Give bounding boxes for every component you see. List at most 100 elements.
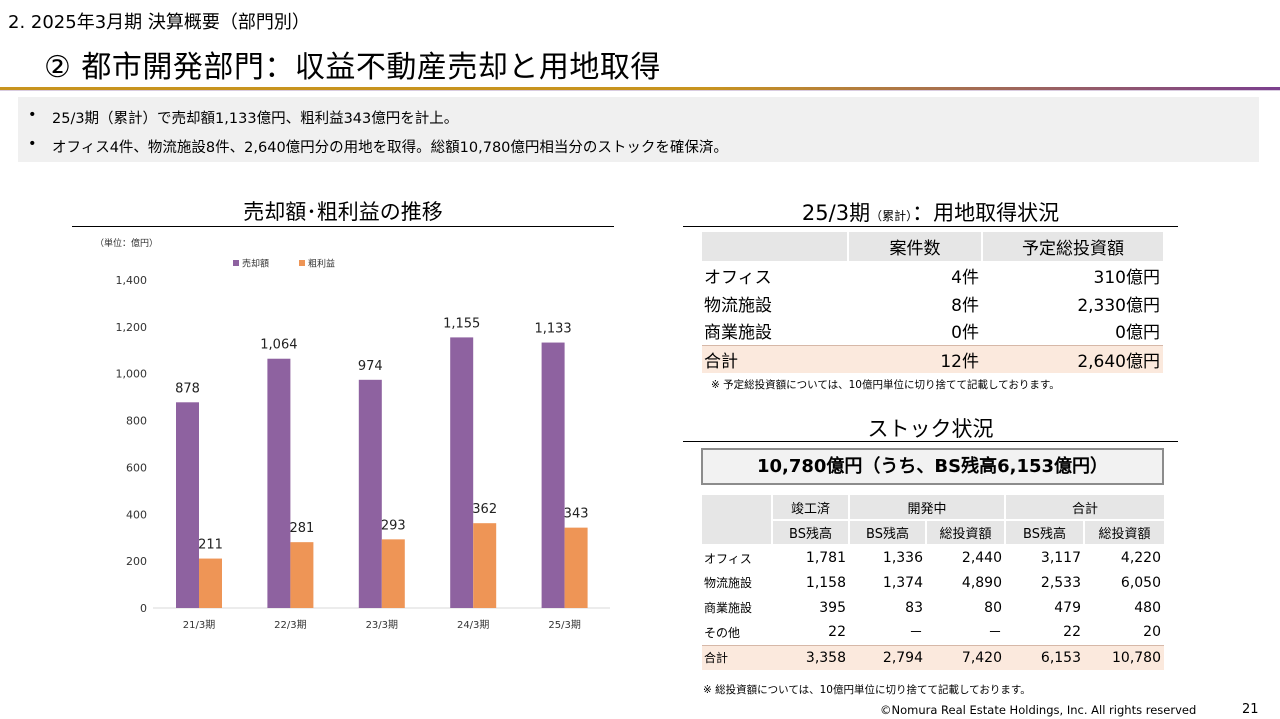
summary-bullet: • オフィス4件、物流施設8件、2,640億円分の用地を取得。総額10,780億… bbox=[28, 136, 728, 157]
table-row: その他 22 － － 22 20 bbox=[702, 620, 1164, 645]
cell: 22 bbox=[1063, 624, 1081, 641]
cell: 83 bbox=[905, 599, 923, 616]
cell: 4,220 bbox=[1120, 550, 1161, 566]
y-tick-label: 1,000 bbox=[116, 368, 148, 381]
cell: 22 bbox=[828, 624, 846, 641]
acquisition-header-count: 案件数 bbox=[847, 232, 982, 261]
acquisition-header-blank bbox=[702, 232, 848, 261]
row-investment: 0億円 bbox=[1115, 323, 1160, 344]
table-row: オフィス 1,781 1,336 2,440 3,117 4,220 bbox=[702, 545, 1164, 570]
row-label: オフィス bbox=[704, 551, 752, 566]
stock-header-developing: 開発中 bbox=[848, 495, 1005, 521]
cell: 1,158 bbox=[805, 574, 846, 591]
bar-value-label: 362 bbox=[472, 502, 497, 517]
bar-gross-profit bbox=[564, 527, 588, 608]
acquisition-footnote: ※ 予定総投資額については、10億円単位に切り捨てて記載しております。 bbox=[711, 379, 1060, 391]
cell: 395 bbox=[819, 599, 846, 616]
cell: 2,794 bbox=[849, 644, 926, 670]
bar-sales bbox=[267, 358, 291, 608]
summary-bullet-text: オフィス4件、物流施設8件、2,640億円分の用地を取得。総額10,780億円相… bbox=[52, 140, 728, 156]
stock-title: ストック状況 bbox=[867, 417, 994, 441]
bar-sales bbox=[358, 379, 382, 608]
row-label: 合計 bbox=[702, 644, 772, 670]
cell: 20 bbox=[1143, 624, 1161, 641]
bar-value-label: 1,064 bbox=[260, 338, 297, 353]
row-label: 物流施設 bbox=[704, 295, 772, 316]
table-total-row: 合計 3,358 2,794 7,420 6,153 10,780 bbox=[702, 644, 1164, 670]
x-tick-label: 21/3期 bbox=[183, 619, 215, 631]
cell: 7,420 bbox=[926, 644, 1005, 670]
y-tick-label: 400 bbox=[126, 508, 147, 521]
cell: 6,050 bbox=[1120, 574, 1161, 591]
y-tick-label: 0 bbox=[140, 602, 147, 615]
bullet-marker: • bbox=[28, 136, 37, 152]
row-count: 12件 bbox=[848, 344, 982, 373]
bar-value-label: 1,155 bbox=[443, 316, 480, 331]
table-row: オフィス 4件 310億円 bbox=[702, 261, 1163, 289]
legend-label: 粗利益 bbox=[308, 258, 335, 270]
stock-subheader: 総投資額 bbox=[1083, 520, 1164, 546]
chart-unit-label: （単位：億円） bbox=[95, 237, 158, 249]
cell: 2,533 bbox=[1040, 574, 1081, 591]
row-investment: 310億円 bbox=[1093, 267, 1160, 288]
bar-value-label: 293 bbox=[381, 518, 406, 533]
stock-subheader: 総投資額 bbox=[925, 520, 1005, 546]
page-title: ② 都市開発部門：収益不動産売却と用地取得 bbox=[44, 50, 661, 85]
bar-value-label: 281 bbox=[289, 521, 314, 536]
cell: 4,890 bbox=[961, 574, 1002, 591]
summary-bullet: • 25/3期（累計）で売却額1,133億円、粗利益343億円を計上。 bbox=[28, 107, 458, 128]
stock-sub-header-row: BS残高 BS残高 総投資額 BS残高 総投資額 bbox=[702, 520, 1164, 546]
cell: 2,440 bbox=[961, 550, 1002, 566]
stock-footnote: ※ 総投資額については、10億円単位に切り捨てて記載しております。 bbox=[703, 684, 1031, 696]
bar-value-label: 211 bbox=[198, 538, 223, 553]
acquisition-title: 25/3期（累計）：用地取得状況 bbox=[683, 197, 1178, 227]
stock-header-total: 合計 bbox=[1004, 495, 1164, 521]
bar-sales bbox=[541, 342, 565, 608]
stock-subheader: BS残高 bbox=[1004, 520, 1084, 546]
section-label: 2. 2025年3月期 決算概要（部門別） bbox=[8, 12, 310, 33]
table-row: 商業施設 0件 0億円 bbox=[702, 317, 1163, 345]
bar-value-label: 878 bbox=[175, 381, 200, 396]
legend-swatch bbox=[299, 260, 305, 266]
footer-copyright: ©Nomura Real Estate Holdings, Inc. All r… bbox=[880, 703, 1197, 717]
chart-title-rule bbox=[72, 226, 614, 227]
stock-header-completed: 竣工済 bbox=[771, 495, 849, 521]
cell: 480 bbox=[1134, 599, 1161, 616]
bar-value-label: 1,133 bbox=[534, 322, 571, 337]
bar-gross-profit bbox=[290, 542, 314, 608]
cell: 3,358 bbox=[772, 644, 849, 670]
acquisition-header-row: 案件数 予定総投資額 bbox=[702, 232, 1163, 261]
table-total-row: 合計 12件 2,640億円 bbox=[702, 344, 1163, 373]
y-tick-label: 600 bbox=[126, 461, 147, 474]
bar-value-label: 974 bbox=[358, 359, 383, 374]
row-investment: 2,640億円 bbox=[982, 344, 1163, 373]
x-tick-label: 25/3期 bbox=[548, 619, 580, 631]
table-row: 物流施設 1,158 1,374 4,890 2,533 6,050 bbox=[702, 570, 1164, 595]
x-tick-label: 22/3期 bbox=[274, 619, 306, 631]
bar-sales bbox=[176, 402, 199, 608]
acquisition-title-cumulative: （累計） bbox=[870, 209, 913, 223]
stock-subheader: BS残高 bbox=[771, 520, 849, 546]
sales-profit-bar-chart: （単位：億円） 売却額 粗利益 0 200 400 600 800 1,000 1,200 1,40… bbox=[95, 237, 610, 631]
stock-group-header-row: 竣工済 開発中 合計 bbox=[702, 495, 1164, 546]
row-count: 4件 bbox=[951, 267, 979, 288]
cell: 1,781 bbox=[805, 550, 846, 566]
stock-headline-box: 10,780億円（うち、BS残高6,153億円） bbox=[701, 448, 1164, 485]
cell: 6,153 bbox=[1005, 644, 1084, 670]
cell: 10,780 bbox=[1084, 644, 1164, 670]
table-row: 物流施設 8件 2,330億円 bbox=[702, 289, 1163, 317]
cell: 1,336 bbox=[882, 550, 923, 566]
row-label: 合計 bbox=[702, 344, 848, 373]
legend-label: 売却額 bbox=[242, 258, 269, 270]
row-label: オフィス bbox=[704, 267, 772, 288]
table-row: 商業施設 395 83 80 479 480 bbox=[702, 595, 1164, 620]
cell: 479 bbox=[1054, 599, 1081, 616]
row-count: 0件 bbox=[951, 323, 979, 344]
stock-table: 竣工済 開発中 合計 BS残高 BS残高 総投資額 BS残高 総投資額 オフィス… bbox=[702, 495, 1164, 670]
title-underline-accent bbox=[0, 90, 1280, 91]
acquisition-title-period: 25/3期 bbox=[801, 201, 871, 225]
bar-gross-profit bbox=[473, 523, 497, 608]
y-tick-label: 1,400 bbox=[116, 274, 148, 287]
row-label: 商業施設 bbox=[704, 601, 753, 615]
cell: － bbox=[909, 625, 923, 642]
